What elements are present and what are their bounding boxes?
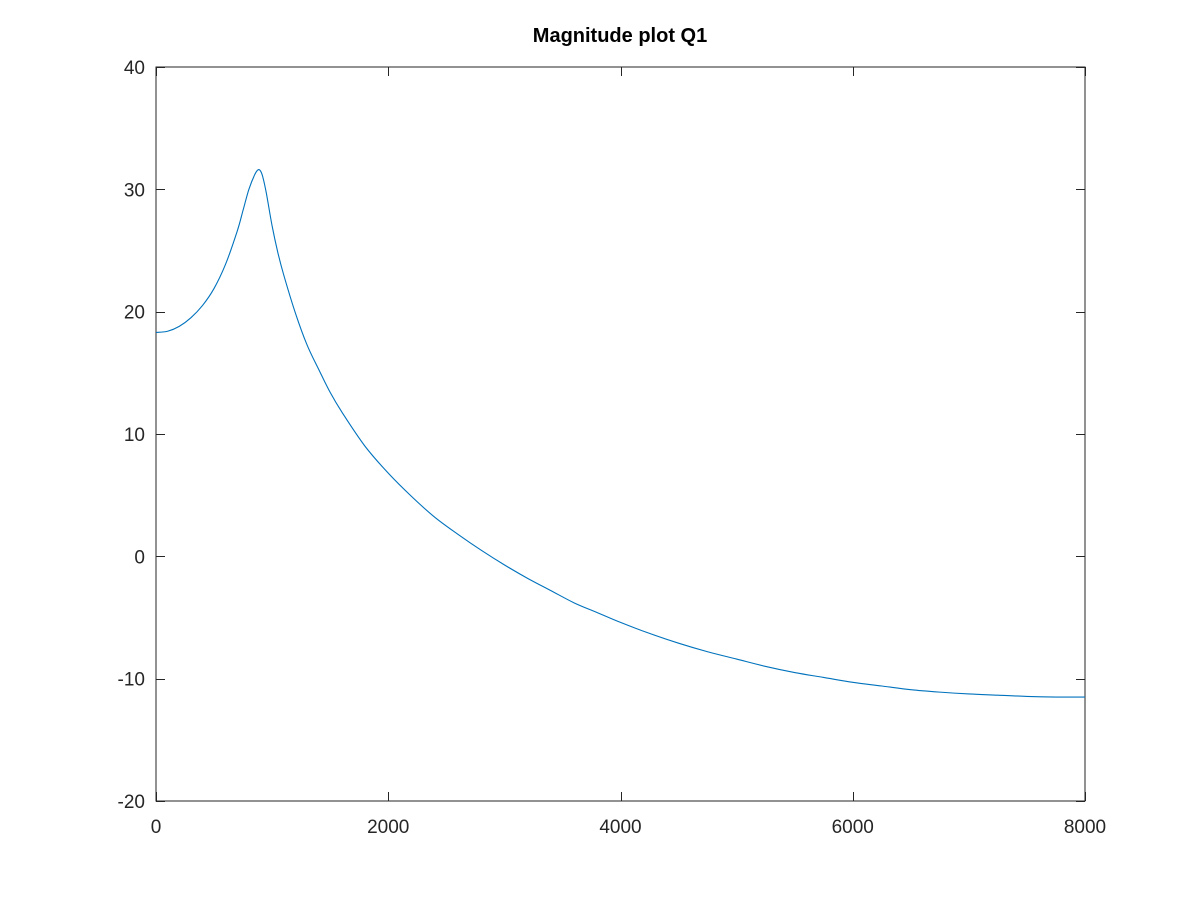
x-tick-label: 2000 — [367, 817, 409, 838]
x-tick-label: 4000 — [599, 817, 641, 838]
y-tick-label: -10 — [118, 670, 145, 691]
series-line — [155, 168, 1086, 698]
x-tick-label: 6000 — [832, 817, 874, 838]
y-tick-label: 30 — [124, 180, 145, 201]
y-tick-label: 40 — [124, 58, 145, 79]
plot-area: 0 2000 4000 6000 8000 -20 -10 0 10 20 30 40 — [118, 58, 1107, 838]
chart-title: Magnitude plot Q1 — [533, 25, 707, 47]
x-tick-label: 0 — [151, 817, 162, 838]
x-tick-label: 8000 — [1064, 817, 1106, 838]
y-tick-label: 0 — [134, 547, 145, 568]
y-tick-label: -20 — [118, 792, 145, 813]
y-tick-label: 10 — [124, 425, 145, 446]
y-tick-label: 20 — [124, 303, 145, 324]
